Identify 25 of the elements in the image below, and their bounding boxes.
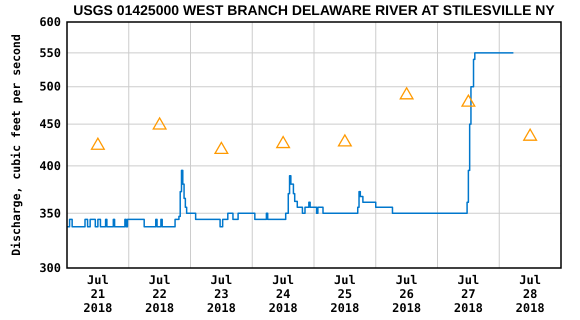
x-tick-label: Jul 21 2018 xyxy=(83,273,112,315)
y-tick-label: 600 xyxy=(39,15,61,29)
x-tick-label: Jul 22 2018 xyxy=(145,273,174,315)
x-tick-label: Jul 25 2018 xyxy=(330,273,360,315)
point xyxy=(214,142,228,154)
x-tick-label: Jul 26 2018 xyxy=(392,273,422,315)
x-tick-label: Jul 24 2018 xyxy=(268,273,298,315)
y-tick-label: 300 xyxy=(39,261,61,275)
point xyxy=(276,136,290,148)
point xyxy=(90,138,105,150)
x-tick-label: Jul 27 2018 xyxy=(454,273,483,315)
y-tick-label: 550 xyxy=(39,46,61,60)
point xyxy=(400,87,414,100)
chart-title: USGS 01425000 WEST BRANCH DELAWARE RIVER AT STILESVILLE NY xyxy=(73,2,556,18)
x-tick-label: Jul 28 2018 xyxy=(516,273,545,315)
point xyxy=(523,128,538,141)
y-tick-label: 450 xyxy=(39,117,61,132)
point xyxy=(461,94,476,107)
y-tick-label: 500 xyxy=(39,80,61,94)
x-tick-label: Jul 23 2018 xyxy=(206,273,236,315)
y-tick-label: 400 xyxy=(39,158,61,173)
y-tick-label: 350 xyxy=(39,206,61,220)
point xyxy=(152,117,167,130)
y-axis-title: Discharge, cubic feet per second xyxy=(9,34,23,256)
point xyxy=(338,134,352,147)
